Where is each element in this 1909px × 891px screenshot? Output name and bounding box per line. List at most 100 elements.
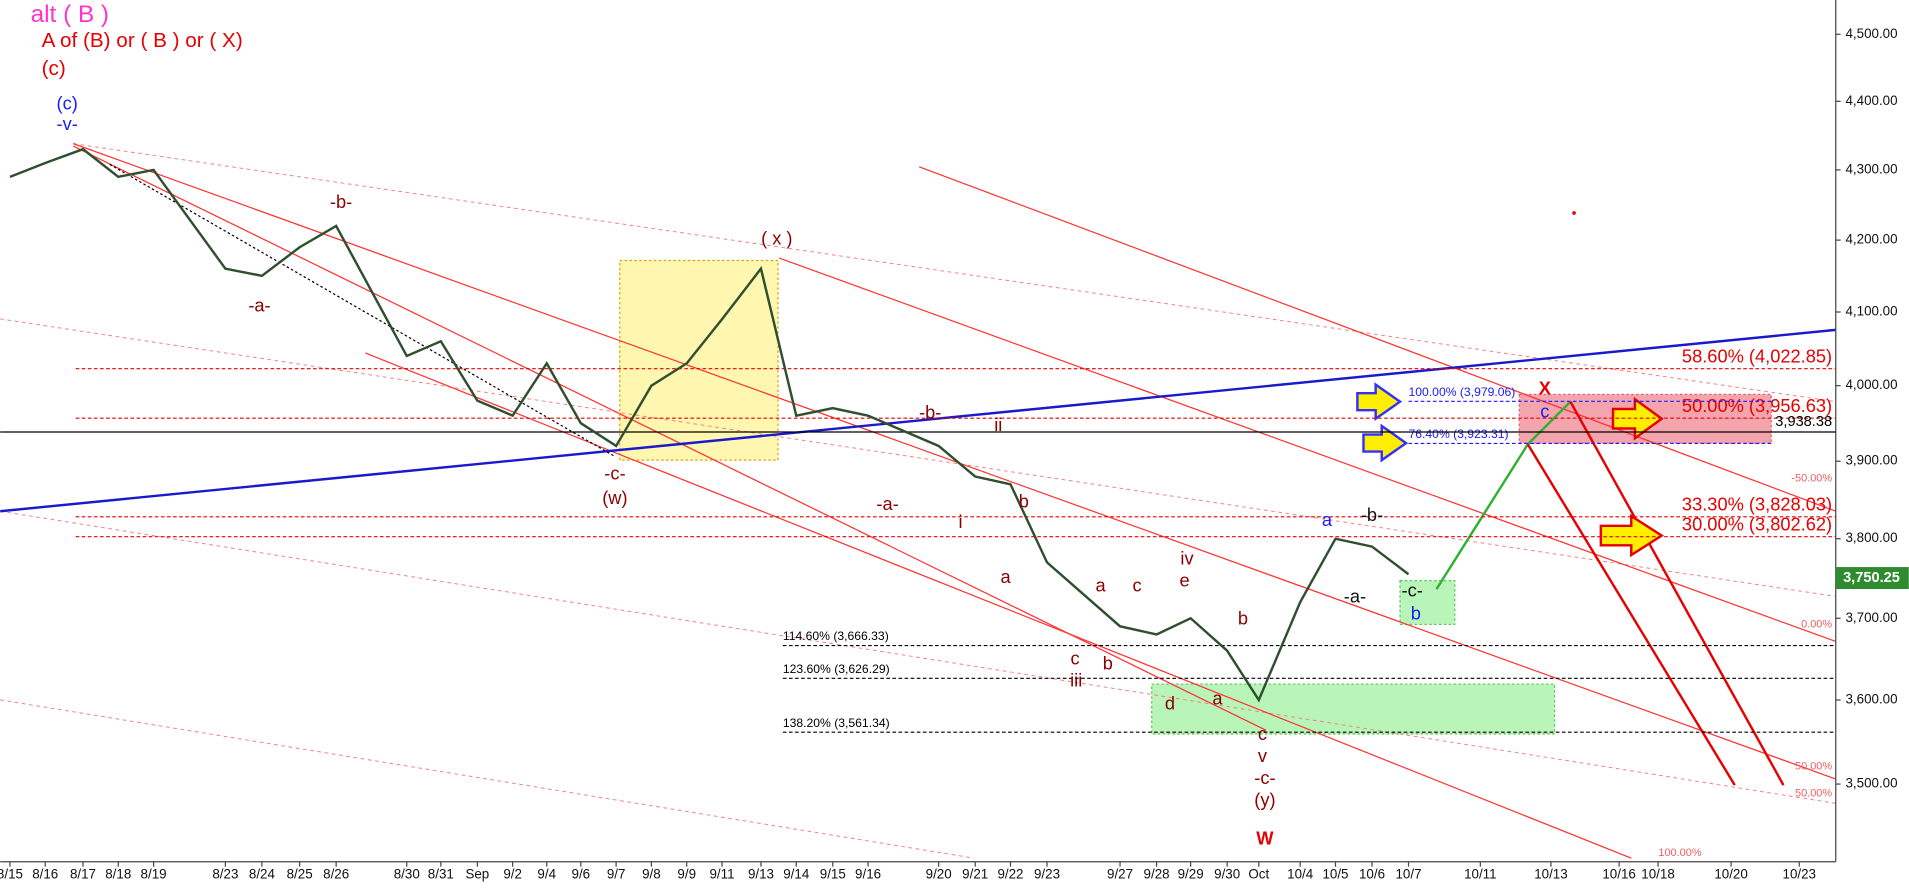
- x-tick-label: 9/20: [926, 867, 952, 882]
- channel-line: [72, 143, 1836, 859]
- x-tick-label: 8/16: [32, 867, 58, 882]
- arrows: [1356, 382, 1664, 558]
- target-box: [1151, 683, 1556, 735]
- wave-label: b: [1238, 607, 1248, 628]
- x-tick-label: 9/30: [1214, 867, 1240, 882]
- wave-label: -b-: [1361, 504, 1383, 525]
- fib-label: 30.00% (3,802.62): [1682, 514, 1832, 535]
- chart-subtitle: A of (B) or ( B ) or ( X): [42, 29, 243, 52]
- x-tick-label: 9/11: [709, 867, 734, 882]
- wave-label: iii: [1070, 669, 1082, 690]
- x-tick-label: 10/7: [1395, 867, 1421, 882]
- x-tick-label: 9/13: [748, 867, 774, 882]
- price-label: 3,750.25: [1843, 570, 1900, 586]
- y-tick-label: 3,700.00: [1846, 610, 1898, 625]
- wave-label: -c-: [604, 463, 625, 484]
- x-tick-label: 8/15: [0, 867, 23, 882]
- x-tick-label: 8/17: [70, 867, 96, 882]
- wave-label: -b-: [330, 191, 352, 212]
- wave-label: i: [959, 511, 963, 532]
- projection: [1526, 443, 1736, 786]
- arrow: [1356, 382, 1403, 422]
- x-tick-label: Oct: [1248, 867, 1269, 882]
- y-tick-label: 4,500.00: [1846, 26, 1898, 41]
- x-tick-label: 10/18: [1641, 867, 1674, 882]
- fib-label: 58.60% (4,022.85): [1682, 346, 1832, 367]
- chart-subtitle: (c): [42, 57, 66, 80]
- y-tick-label: 3,900.00: [1846, 453, 1898, 468]
- chart-title: alt ( B ): [31, 1, 109, 28]
- y-tick-label: 3,800.00: [1846, 530, 1898, 545]
- price-line: [9, 147, 1410, 703]
- y-tick-label: 3,600.00: [1846, 692, 1898, 707]
- x-tick-label: 10/5: [1322, 867, 1348, 882]
- x-tick-label: 8/18: [105, 867, 131, 882]
- x-tick-label: 8/19: [141, 867, 167, 882]
- y-tick-label: 3,500.00: [1846, 776, 1898, 791]
- x-tick-label: 8/24: [249, 867, 276, 882]
- fib-label: 123.60% (3,626.29): [783, 662, 890, 676]
- x-tick-label: 9/21: [962, 867, 988, 882]
- fib-label: 33.30% (3,828.03): [1682, 494, 1832, 515]
- fib-label: 50.00% (3,956.63): [1682, 395, 1832, 416]
- wave-label: e: [1179, 570, 1189, 591]
- trend-line: [0, 328, 1836, 513]
- y-tick-label: 4,300.00: [1846, 161, 1898, 176]
- wave-label: c: [1133, 575, 1142, 596]
- x-tick-label: 8/30: [394, 867, 420, 882]
- fib-label: 114.60% (3,666.33): [783, 629, 889, 643]
- wave-label: b: [1103, 652, 1113, 673]
- projection: [1569, 401, 1785, 786]
- channel-label: 100.00%: [1658, 847, 1701, 859]
- channel-label: 0.00%: [1801, 618, 1832, 630]
- wave-label: -a-: [248, 295, 270, 316]
- arrow: [1362, 423, 1409, 463]
- price-marker: [1835, 567, 1909, 589]
- x-tick-label: 9/14: [783, 867, 810, 882]
- wave-label: ( x ): [761, 228, 792, 249]
- wave-label: -a-: [1344, 585, 1366, 606]
- wave-label: c: [1258, 723, 1267, 744]
- wave-label: -v-: [57, 113, 78, 134]
- highlight-box: [619, 259, 779, 461]
- x-tick-label: 10/6: [1359, 867, 1385, 882]
- x-tick-label: 9/2: [503, 867, 522, 882]
- wave-label: a: [1001, 566, 1012, 587]
- channel-label: 50.00%: [1795, 788, 1832, 800]
- x-tick-label: 9/7: [607, 867, 626, 882]
- trend-line: [109, 163, 616, 457]
- x-tick-label: 8/31: [428, 867, 454, 882]
- wave-label: c: [1070, 648, 1079, 669]
- x-tick-label: 9/27: [1107, 867, 1133, 882]
- wave-label: c: [1540, 400, 1549, 421]
- x-tick-label: 9/16: [855, 867, 881, 882]
- wave-label: b: [1411, 603, 1421, 624]
- wave-label: (y): [1254, 789, 1275, 810]
- channel-label: -50.00%: [1791, 472, 1832, 484]
- x-tick-label: 9/6: [572, 867, 591, 882]
- x-tick-label: 10/4: [1287, 867, 1314, 882]
- wave-label: ii: [994, 414, 1002, 435]
- x-tick-label: 9/4: [537, 867, 556, 882]
- wave-label: X: [1539, 377, 1552, 398]
- y-tick-label: 4,200.00: [1846, 232, 1898, 247]
- wave-label: W: [1256, 828, 1274, 849]
- y-tick-label: 4,000.00: [1846, 377, 1898, 392]
- wave-label: iv: [1180, 548, 1194, 569]
- x-tick-label: 9/22: [997, 867, 1023, 882]
- x-tick-label: Sep: [465, 867, 489, 882]
- x-tick-label: 10/23: [1783, 867, 1816, 882]
- fib-label: 100.00% (3,979.06): [1409, 385, 1516, 399]
- x-tick-label: 8/26: [323, 867, 349, 882]
- wave-label: d: [1165, 693, 1175, 714]
- x-tick-label: 9/29: [1178, 867, 1204, 882]
- x-tick-label: 10/11: [1464, 867, 1496, 882]
- wave-label: b: [1019, 491, 1029, 512]
- x-tick-label: 8/23: [212, 867, 238, 882]
- wave-label: a: [1322, 509, 1333, 530]
- y-tick-label: 4,100.00: [1846, 304, 1898, 319]
- x-tick-label: 8/25: [287, 867, 313, 882]
- channel-label: 50.00%: [1795, 761, 1832, 773]
